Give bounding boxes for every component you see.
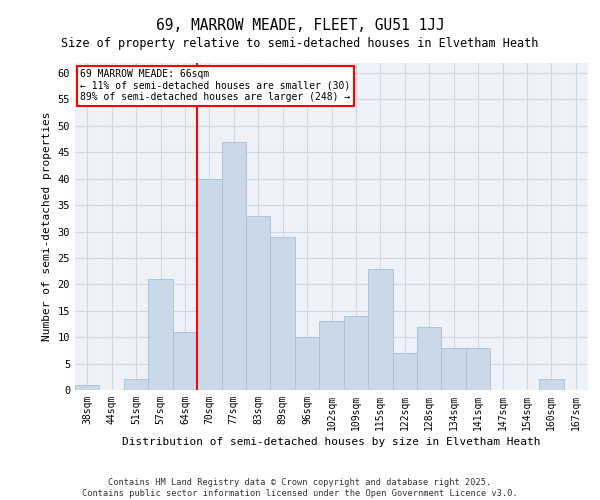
Text: Size of property relative to semi-detached houses in Elvetham Heath: Size of property relative to semi-detach… <box>61 38 539 51</box>
Text: Contains HM Land Registry data © Crown copyright and database right 2025.
Contai: Contains HM Land Registry data © Crown c… <box>82 478 518 498</box>
Bar <box>124 380 148 390</box>
Bar <box>148 279 173 390</box>
Bar <box>246 216 271 390</box>
Bar <box>368 268 392 390</box>
Bar <box>197 178 221 390</box>
Bar <box>392 353 417 390</box>
Bar <box>344 316 368 390</box>
Bar <box>539 380 563 390</box>
Bar <box>466 348 490 390</box>
Text: 69, MARROW MEADE, FLEET, GU51 1JJ: 69, MARROW MEADE, FLEET, GU51 1JJ <box>155 18 445 32</box>
Text: 69 MARROW MEADE: 66sqm
← 11% of semi-detached houses are smaller (30)
89% of sem: 69 MARROW MEADE: 66sqm ← 11% of semi-det… <box>80 69 350 102</box>
Bar <box>75 384 100 390</box>
Bar <box>417 326 442 390</box>
X-axis label: Distribution of semi-detached houses by size in Elvetham Heath: Distribution of semi-detached houses by … <box>122 437 541 447</box>
Bar <box>319 322 344 390</box>
Bar <box>271 237 295 390</box>
Bar <box>221 142 246 390</box>
Bar <box>295 337 319 390</box>
Bar <box>173 332 197 390</box>
Bar <box>442 348 466 390</box>
Y-axis label: Number of semi-detached properties: Number of semi-detached properties <box>42 112 52 341</box>
